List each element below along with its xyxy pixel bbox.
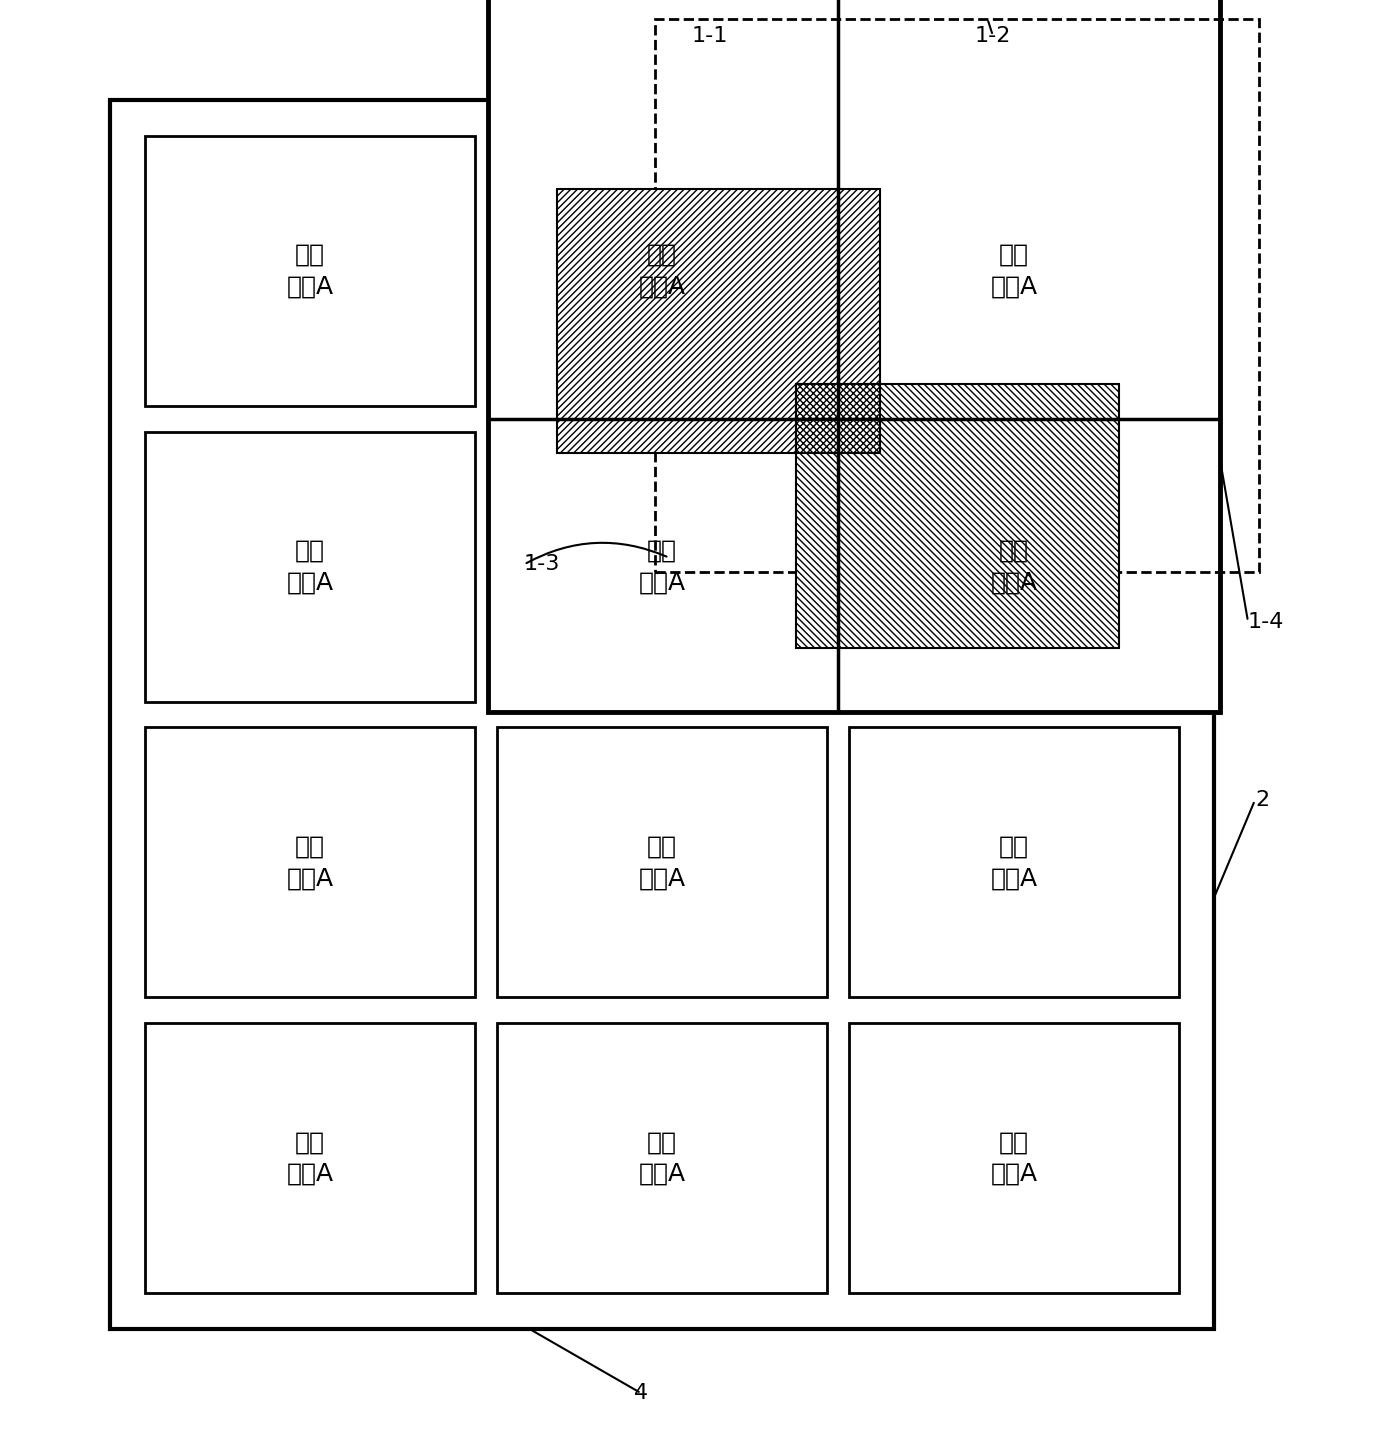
Text: 功能
元件A: 功能 元件A [287, 1130, 334, 1186]
Bar [496, 136, 827, 406]
Bar [496, 432, 827, 702]
Bar [488, 0, 1220, 712]
Text: 功能
元件A: 功能 元件A [287, 243, 334, 299]
Text: 功能
元件A: 功能 元件A [990, 1130, 1037, 1186]
Bar [496, 727, 827, 997]
Text: 功能
元件A: 功能 元件A [287, 539, 334, 594]
Bar [849, 136, 1179, 406]
Text: 功能
元件A: 功能 元件A [990, 539, 1037, 594]
Bar [796, 384, 1118, 649]
Text: 1-4: 1-4 [1248, 612, 1284, 632]
Text: 1-1: 1-1 [692, 26, 728, 46]
Text: 1-3: 1-3 [524, 554, 560, 574]
Text: 功能
元件A: 功能 元件A [287, 835, 334, 890]
Text: 功能
元件A: 功能 元件A [990, 243, 1037, 299]
Text: 2: 2 [1255, 790, 1269, 810]
Text: 4: 4 [634, 1383, 648, 1403]
Bar [557, 189, 880, 453]
Text: 1-2: 1-2 [975, 26, 1011, 46]
Text: 功能
元件A: 功能 元件A [638, 1130, 685, 1186]
Bar [145, 432, 474, 702]
Text: 功能
元件A: 功能 元件A [638, 539, 685, 594]
Bar [145, 136, 474, 406]
Text: 功能
元件A: 功能 元件A [638, 243, 685, 299]
Bar [849, 1023, 1179, 1293]
Bar [145, 727, 474, 997]
Bar [849, 727, 1179, 997]
Bar [655, 19, 1259, 572]
Bar [796, 384, 880, 453]
Bar [145, 1023, 474, 1293]
Bar [849, 432, 1179, 702]
Text: 功能
元件A: 功能 元件A [638, 835, 685, 890]
Bar [496, 1023, 827, 1293]
Text: 功能
元件A: 功能 元件A [990, 835, 1037, 890]
Bar [110, 100, 1214, 1329]
